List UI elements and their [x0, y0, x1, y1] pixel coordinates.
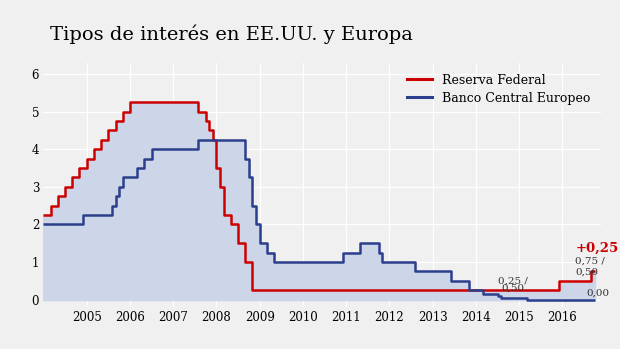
- Text: 0,00: 0,00: [587, 289, 609, 298]
- Text: +0,25: +0,25: [575, 242, 619, 254]
- Text: 0,25 /: 0,25 /: [498, 276, 528, 285]
- Text: 0,50: 0,50: [501, 284, 525, 293]
- Text: 0,50: 0,50: [575, 267, 598, 276]
- Legend: Reserva Federal, Banco Central Europeo: Reserva Federal, Banco Central Europeo: [402, 69, 595, 110]
- Text: 0,75 /: 0,75 /: [575, 257, 605, 266]
- Text: Tipos de interés en EE.UU. y Europa: Tipos de interés en EE.UU. y Europa: [50, 24, 412, 44]
